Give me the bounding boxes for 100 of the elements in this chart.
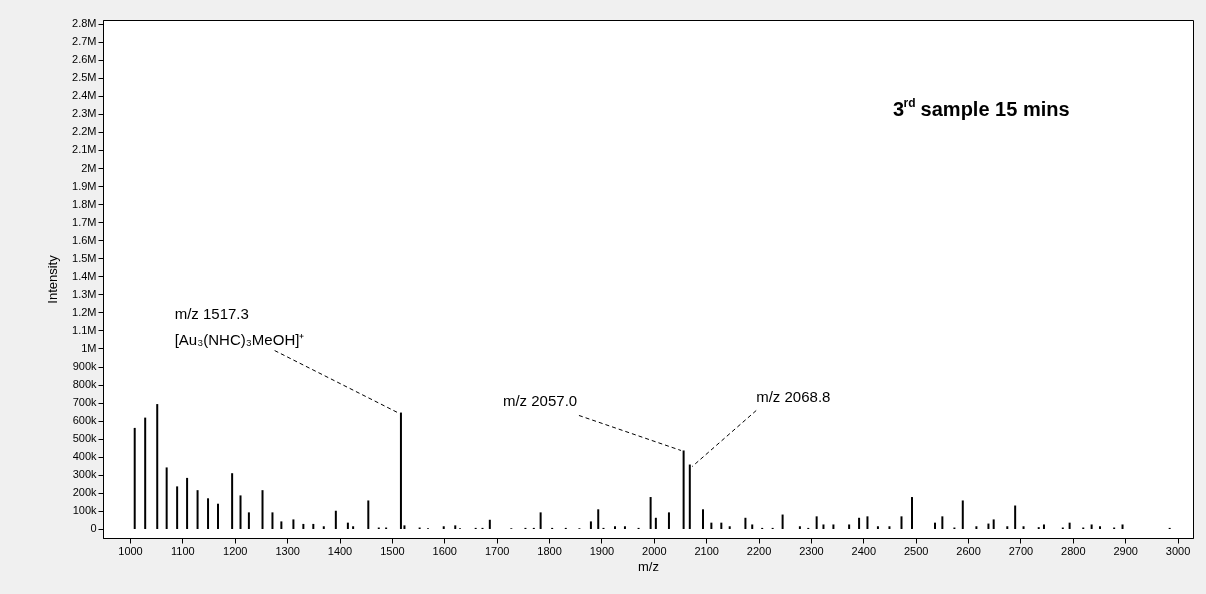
x-tick-label: 2700	[1008, 544, 1034, 557]
x-tick-label: 2800	[1061, 544, 1086, 557]
y-tick-label: 400k	[72, 450, 97, 463]
bar	[312, 523, 315, 529]
x-tick-label: 1300	[275, 544, 300, 557]
bar	[156, 404, 159, 529]
y-tick-label: 2.1M	[72, 143, 97, 156]
bar	[247, 512, 250, 529]
y-tick-label: 2.3M	[72, 107, 97, 120]
bar	[667, 512, 670, 529]
x-tick-label: 1500	[380, 544, 405, 557]
bar	[261, 490, 264, 529]
x-tick-label: 1700	[484, 544, 510, 557]
bar	[133, 427, 136, 529]
bar	[176, 486, 179, 529]
annotation: m/z 1517.3 [Au₃(NHC)₃MeOH]⁺	[174, 304, 305, 348]
annotation: m/z 2068.8	[756, 387, 831, 405]
bar	[961, 500, 964, 529]
bar	[442, 526, 445, 529]
x-tick-label: 2100	[694, 544, 719, 557]
bar	[144, 417, 147, 529]
x-tick-label: 2500	[903, 544, 929, 557]
y-tick-label: 1.9M	[72, 179, 97, 192]
bar	[728, 526, 731, 529]
bar	[216, 503, 219, 529]
bar	[832, 524, 835, 529]
bar	[975, 526, 978, 529]
bar	[710, 522, 713, 529]
y-tick-label: 2.2M	[72, 125, 97, 138]
bar	[207, 498, 210, 529]
bar	[292, 519, 295, 529]
bar	[597, 509, 600, 529]
bar	[352, 526, 355, 529]
bar	[1068, 522, 1071, 529]
x-tick-label: 1800	[537, 544, 562, 557]
bar	[815, 516, 818, 529]
bar	[910, 497, 913, 529]
bar	[822, 524, 825, 529]
x-tick-label: 1600	[432, 544, 457, 557]
bar	[682, 450, 685, 529]
y-tick-label: 2.4M	[72, 89, 97, 102]
y-tick-label: 300k	[72, 468, 97, 481]
x-tick-label: 1000	[118, 544, 143, 557]
y-axis-title: Intensity	[45, 254, 61, 304]
bar	[271, 512, 274, 529]
y-tick-label: 100k	[72, 504, 97, 517]
y-tick-label: 500k	[72, 432, 97, 445]
bar	[1121, 524, 1124, 529]
bar	[614, 526, 616, 529]
y-tick-label: 1.3M	[72, 287, 97, 300]
bar	[751, 524, 754, 529]
y-tick-label: 1.6M	[72, 233, 97, 246]
bar	[744, 517, 747, 529]
bar	[196, 490, 199, 529]
y-tick-label: 0	[90, 522, 97, 535]
annotation: m/z 2057.0	[502, 392, 578, 410]
bar	[987, 523, 990, 529]
bar	[399, 412, 402, 529]
bar	[848, 524, 851, 529]
bar	[165, 467, 168, 529]
bar	[866, 516, 869, 529]
bar	[992, 519, 995, 529]
bar	[1014, 505, 1017, 529]
x-tick-label: 3000	[1165, 544, 1191, 557]
y-tick-label: 1.7M	[72, 215, 97, 228]
bar	[1090, 524, 1093, 529]
x-tick-label: 2900	[1113, 544, 1138, 557]
bar	[239, 495, 242, 529]
x-tick-label: 2600	[956, 544, 981, 557]
x-axis-title: m/z	[638, 558, 659, 574]
y-tick-label: 2M	[81, 161, 97, 174]
y-tick-label: 2.5M	[72, 71, 97, 84]
bar	[934, 522, 937, 529]
y-tick-label: 2.8M	[72, 17, 97, 30]
y-tick-label: 1.5M	[72, 251, 97, 264]
bar	[654, 517, 657, 529]
bar	[367, 500, 370, 529]
y-tick-label: 1.1M	[72, 323, 97, 336]
x-tick-label: 2400	[851, 544, 877, 557]
bar	[876, 526, 879, 529]
y-tick-label: 900k	[72, 360, 97, 373]
bar	[781, 514, 784, 529]
y-tick-label: 1M	[81, 341, 97, 354]
bar	[539, 512, 542, 529]
x-tick-label: 1100	[171, 544, 195, 557]
bar	[280, 521, 283, 529]
x-tick-label: 1900	[589, 544, 615, 557]
y-tick-label: 1.2M	[72, 305, 97, 318]
bar	[231, 473, 234, 529]
bar	[488, 519, 491, 529]
bar	[302, 523, 305, 529]
x-tick-label: 2300	[799, 544, 824, 557]
bar	[1099, 526, 1102, 529]
y-tick-label: 2.7M	[72, 35, 97, 48]
bar	[334, 510, 337, 529]
y-tick-label: 2.6M	[72, 53, 97, 66]
bar	[888, 526, 891, 529]
x-tick-label: 2200	[746, 544, 772, 557]
bar	[720, 522, 723, 529]
x-tick-label: 1200	[223, 544, 248, 557]
